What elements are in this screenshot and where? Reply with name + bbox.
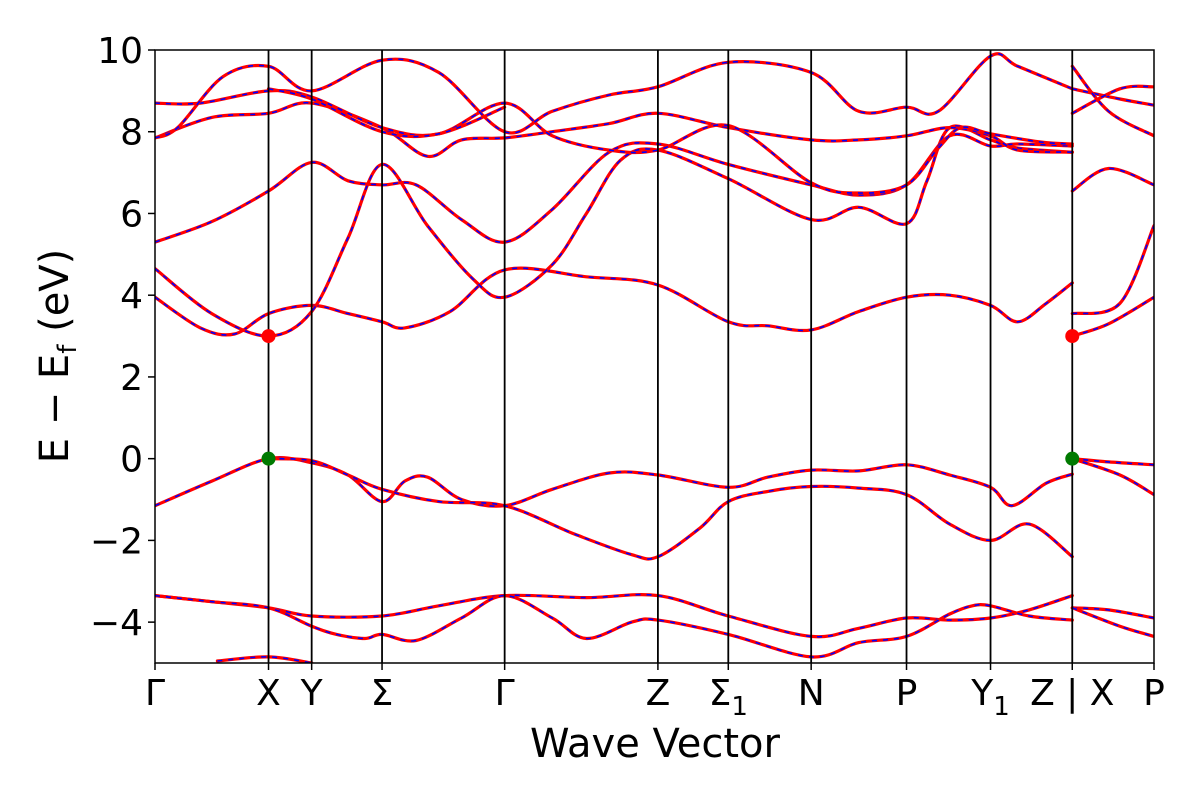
x-tick-label: N xyxy=(798,673,825,714)
band-line-overlay-14 xyxy=(1071,167,1154,192)
band-line-overlay-19 xyxy=(1072,88,1154,106)
band-line-overlay-7 xyxy=(1072,607,1154,638)
band-edge-markers xyxy=(261,329,1080,466)
y-tick-label: 8 xyxy=(120,113,143,154)
band-line-21 xyxy=(1070,64,1154,138)
vbm-marker-1 xyxy=(1065,451,1080,466)
band-line-11 xyxy=(1070,295,1154,338)
x-tick-label: Γ xyxy=(495,673,515,714)
cbm-marker-0 xyxy=(261,329,276,344)
y-tick-label: −4 xyxy=(90,603,143,644)
x-tick-label: X xyxy=(256,673,281,714)
plot-frame xyxy=(154,49,1155,664)
x-tick-label: Z xyxy=(646,673,671,714)
band-line-overlay-6 xyxy=(1072,607,1154,619)
cbm-marker-1 xyxy=(1065,329,1080,344)
x-tick-label: P xyxy=(896,673,918,714)
x-tick-label: Y1 xyxy=(970,673,1010,722)
x-tick-label: P xyxy=(1143,673,1165,714)
band-line-overlay-5 xyxy=(155,594,1073,658)
band-line-overlay-13 xyxy=(155,133,1073,243)
y-tick-label: 0 xyxy=(120,440,143,481)
band-line-0 xyxy=(155,456,1074,508)
y-tick-label: 4 xyxy=(120,276,143,317)
band-line-17 xyxy=(155,52,1074,140)
y-axis-label: E − Ef (eV) xyxy=(32,249,83,464)
band-line-overlay-11 xyxy=(1072,296,1154,337)
y-tick-label: 2 xyxy=(120,358,143,399)
band-line-overlay-12 xyxy=(1072,225,1154,315)
band-lines xyxy=(155,52,1154,663)
x-tick-label: Y xyxy=(300,673,324,714)
x-tick-label: Σ1 xyxy=(709,673,748,722)
y-tick-label: 6 xyxy=(120,194,143,235)
x-axis-ticks: Γ X Y Σ Γ Z Σ1 N P Y1 Z | X P xyxy=(145,663,1165,722)
band-line-12 xyxy=(1070,224,1154,316)
y-tick-label: 10 xyxy=(97,31,143,72)
y-tick-label: −2 xyxy=(90,521,143,562)
x-axis-label: Wave Vector xyxy=(530,721,781,767)
band-line-overlay-1 xyxy=(1072,457,1154,466)
vbm-marker-0 xyxy=(261,451,276,466)
band-line-5 xyxy=(155,593,1074,659)
band-line-overlay-2 xyxy=(268,457,1073,560)
x-tick-label: Γ xyxy=(145,673,165,714)
band-line-overlay-20 xyxy=(1071,85,1154,115)
y-axis-ticks: 10 8 6 4 2 0 −2 −4 xyxy=(90,31,155,644)
band-line-overlay-17 xyxy=(155,52,1073,139)
band-line-overlay-8 xyxy=(217,656,312,663)
kpoint-lines xyxy=(267,50,1074,663)
band-line-overlay-3 xyxy=(1072,457,1154,496)
band-line-overlay-21 xyxy=(1071,65,1154,137)
band-line-overlay-0 xyxy=(155,456,1073,507)
x-tick-label: Z | X xyxy=(1030,673,1114,714)
x-tick-label: Σ xyxy=(371,673,394,714)
band-line-2 xyxy=(266,457,1074,561)
band-line-overlay-10 xyxy=(155,125,1073,337)
band-line-overlay-9 xyxy=(155,267,1073,336)
